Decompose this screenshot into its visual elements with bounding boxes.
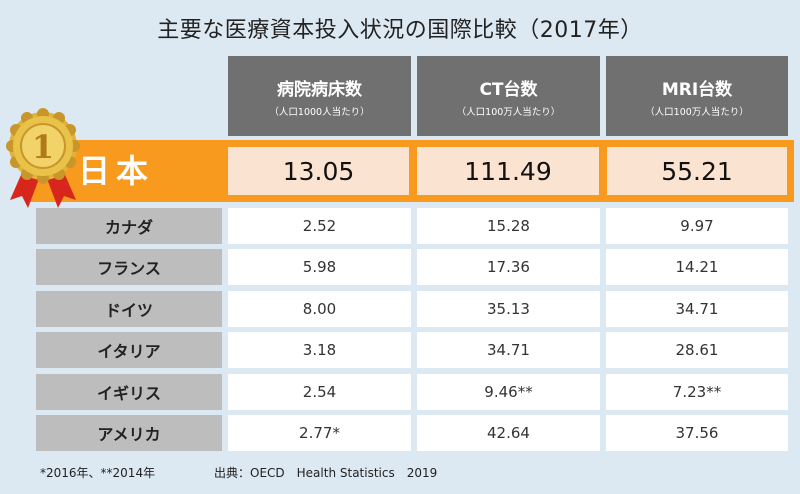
medal-number: 1 xyxy=(32,128,54,166)
table-cell: 28.61 xyxy=(606,332,788,368)
page-title: 主要な医療資本投入状況の国際比較（2017年） xyxy=(157,18,643,43)
table-cell: 34.71 xyxy=(417,332,600,368)
highlight-cell: 55.21 xyxy=(607,147,787,195)
table-cell: 2.54 xyxy=(228,374,411,410)
gold-medal-icon: 1 xyxy=(6,108,80,208)
column-header-label: 病院病床数 xyxy=(277,79,362,100)
table-cell: 37.56 xyxy=(606,415,788,451)
column-header-unit: （人口1000人当たり） xyxy=(269,106,370,118)
table-cell: 34.71 xyxy=(606,291,788,327)
table-cell: 5.98 xyxy=(228,249,411,285)
table-cell: 9.46** xyxy=(417,374,600,410)
source-note: 出典：OECD Health Statistics 2019 xyxy=(214,466,438,480)
row-label-country: ドイツ xyxy=(36,291,222,327)
column-header-beds: 病院病床数 （人口1000人当たり） xyxy=(228,56,411,136)
table-cell: 35.13 xyxy=(417,291,600,327)
row-label-country: アメリカ xyxy=(36,415,222,451)
table-cell: 7.23** xyxy=(606,374,788,410)
table-cell: 8.00 xyxy=(228,291,411,327)
table-cell: 9.97 xyxy=(606,208,788,244)
table-cell: 3.18 xyxy=(228,332,411,368)
column-header-mri: MRI台数 （人口100万人当たり） xyxy=(606,56,788,136)
table-cell: 2.52 xyxy=(228,208,411,244)
column-header-unit: （人口100万人当たり） xyxy=(456,106,561,118)
row-label-country: イギリス xyxy=(36,374,222,410)
table-cell: 2.77* xyxy=(228,415,411,451)
table-cell: 17.36 xyxy=(417,249,600,285)
highlight-cell: 111.49 xyxy=(417,147,599,195)
column-header-label: MRI台数 xyxy=(661,79,733,100)
table-cell: 14.21 xyxy=(606,249,788,285)
highlight-row-japan: 日本 13.05 111.49 55.21 xyxy=(30,140,794,202)
column-header-unit: （人口100万人当たり） xyxy=(645,106,749,118)
column-header-label: CT台数 xyxy=(479,79,538,100)
row-label-country: イタリア xyxy=(36,332,222,368)
row-label-country: フランス xyxy=(36,249,222,285)
column-header-ct: CT台数 （人口100万人当たり） xyxy=(417,56,600,136)
row-label-country: カナダ xyxy=(36,208,222,244)
highlight-cell: 13.05 xyxy=(228,147,409,195)
table-cell: 42.64 xyxy=(417,415,600,451)
highlight-country-label: 日本 xyxy=(78,152,155,190)
footnote: *2016年、**2014年 xyxy=(40,466,156,480)
table-cell: 15.28 xyxy=(417,208,600,244)
